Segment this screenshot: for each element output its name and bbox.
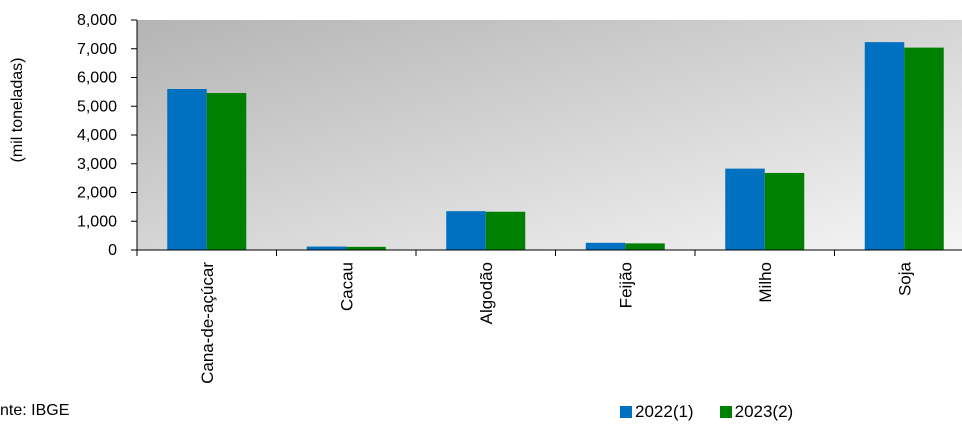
- y-tick-label: 6,000: [77, 70, 117, 87]
- legend-swatch-series-2: [719, 406, 732, 418]
- legend-label-series-1: 2022(1): [635, 402, 694, 421]
- x-tick-label: Milho: [756, 262, 775, 303]
- legend-label-series-2: 2023(2): [734, 402, 794, 421]
- y-axis-label: (mil toneladas): [9, 58, 26, 163]
- x-tick-label: Soja: [895, 261, 914, 296]
- plot-area: [137, 20, 962, 250]
- bar-2-5: [764, 172, 805, 250]
- y-tick-label: 3,000: [77, 156, 117, 173]
- source-note: nte: IBGE: [0, 402, 70, 419]
- bar-2-3: [485, 211, 526, 250]
- legend-item-series-2: 2023(2): [719, 402, 794, 422]
- x-tick-label: Feijão: [616, 262, 635, 308]
- x-tick-label: Cacau: [337, 262, 356, 311]
- legend-item-series-1: 2022(1): [620, 402, 694, 422]
- y-tick-label: 5,000: [77, 98, 117, 115]
- y-tick-label: 0: [108, 242, 117, 259]
- y-tick-label: 8,000: [77, 12, 117, 29]
- bar-1-5: [725, 168, 765, 250]
- legend-swatch-series-1: [620, 406, 632, 418]
- bar-1-6: [864, 42, 905, 251]
- bar-1-3: [446, 211, 486, 250]
- y-tick-label: 1,000: [77, 213, 117, 230]
- bar-1-4: [585, 242, 626, 250]
- x-tick-label: Cana-de-açúcar: [198, 262, 217, 384]
- bar-2-6: [904, 47, 944, 250]
- bar-2-4: [625, 243, 665, 250]
- bar-1-1: [167, 89, 207, 250]
- bar-1-2: [306, 246, 347, 250]
- y-tick-label: 4,000: [77, 127, 117, 144]
- y-tick-label: 7,000: [77, 41, 117, 58]
- y-tick-label: 2,000: [77, 185, 117, 202]
- bar-2-1: [206, 93, 247, 251]
- bar-2-2: [346, 246, 386, 250]
- x-tick-label: Algodão: [477, 262, 496, 324]
- legend: 2022(1) 2023(2): [620, 402, 793, 422]
